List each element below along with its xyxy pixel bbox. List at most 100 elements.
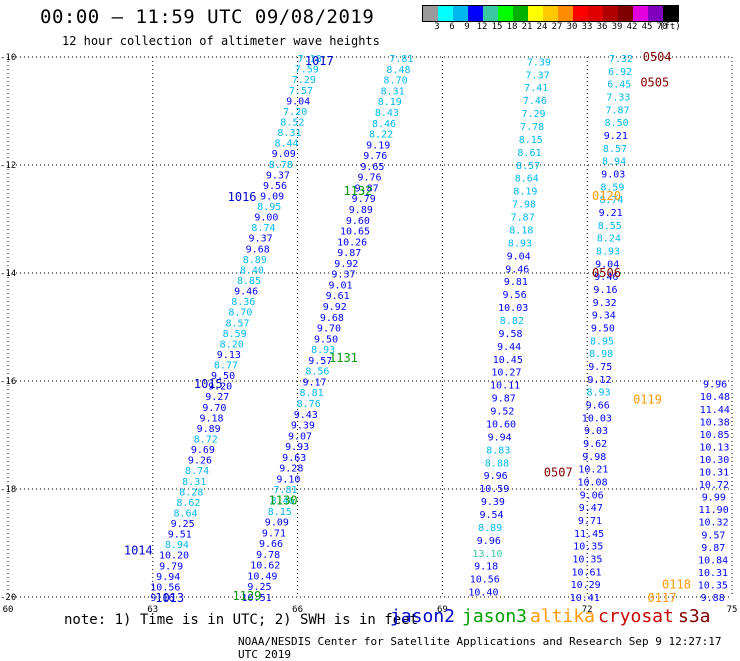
track-time-marker: 1013 bbox=[155, 591, 184, 605]
swh-value: 8.44 bbox=[275, 139, 299, 150]
swh-value: 9.06 bbox=[580, 490, 604, 501]
color-swatch bbox=[633, 6, 648, 21]
swh-value: 9.51 bbox=[168, 530, 192, 541]
color-swatch bbox=[438, 6, 453, 21]
color-scale-label: 45 bbox=[641, 22, 653, 32]
swh-value: 8.55 bbox=[598, 221, 622, 232]
track-time-marker: 1129 bbox=[232, 589, 261, 603]
swh-value: 9.44 bbox=[497, 342, 521, 353]
swh-value: 8.20 bbox=[220, 339, 244, 350]
swh-value: 7.46 bbox=[523, 96, 547, 107]
legend-altika: altika bbox=[530, 606, 596, 627]
swh-value: 9.96 bbox=[477, 536, 501, 547]
swh-value: 10.03 bbox=[498, 303, 528, 314]
color-scale-label: 12 bbox=[476, 22, 488, 32]
swh-value: 8.31 bbox=[277, 128, 301, 139]
color-swatch bbox=[483, 6, 498, 21]
swh-value: 9.92 bbox=[323, 302, 347, 313]
swh-value: 9.00 bbox=[254, 213, 278, 224]
swh-value: 9.68 bbox=[320, 313, 344, 324]
swh-value: 8.74 bbox=[251, 223, 275, 234]
swh-value: 10.41 bbox=[570, 593, 600, 604]
legend-cryosat: cryosat bbox=[598, 606, 674, 627]
swh-value: 10.45 bbox=[493, 355, 523, 366]
swh-value: 9.78 bbox=[256, 550, 280, 561]
swh-value: 7.57 bbox=[289, 86, 313, 97]
swh-value: 9.56 bbox=[263, 181, 287, 192]
swh-value: 9.37 bbox=[266, 170, 290, 181]
swh-value: 8.98 bbox=[589, 349, 613, 360]
swh-value: 10.32 bbox=[698, 518, 728, 529]
track-time-marker: 0505 bbox=[640, 75, 669, 89]
swh-value: 10.31 bbox=[698, 568, 728, 579]
swh-value: 9.17 bbox=[302, 377, 326, 388]
swh-value: 8.85 bbox=[237, 276, 261, 287]
swh-value: 9.37 bbox=[331, 270, 355, 281]
track-time-marker: 0120 bbox=[592, 189, 621, 203]
swh-value: 7.32 bbox=[609, 54, 633, 65]
swh-value: 7.78 bbox=[520, 122, 544, 133]
track-time-marker: 0507 bbox=[544, 466, 573, 480]
swh-value: 9.09 bbox=[272, 149, 296, 160]
swh-value: 9.94 bbox=[488, 432, 512, 443]
swh-value: 8.40 bbox=[240, 265, 264, 276]
legend-jason3: jason3 bbox=[462, 606, 528, 627]
swh-value: 8.46 bbox=[271, 496, 295, 507]
footer-credit: NOAA/NESDIS Center for Satellite Applica… bbox=[238, 635, 722, 661]
swh-value: 8.76 bbox=[297, 399, 321, 410]
swh-value: 8.78 bbox=[269, 160, 293, 171]
swh-value: 8.46 bbox=[372, 119, 396, 130]
footer-note: note: 1) Time is in UTC; 2) SWH is in fe… bbox=[64, 612, 419, 628]
color-scale-unit: (ft) bbox=[659, 22, 681, 32]
swh-value: 9.56 bbox=[503, 290, 527, 301]
lat-tick-label: -10 bbox=[0, 53, 16, 63]
swh-value: 9.13 bbox=[217, 350, 241, 361]
swh-value: 8.31 bbox=[381, 86, 405, 97]
track-time-marker: 0119 bbox=[633, 392, 662, 406]
swh-value: 9.96 bbox=[703, 380, 727, 391]
color-scale-label: 42 bbox=[626, 22, 638, 32]
swh-value: 7.59 bbox=[295, 65, 319, 76]
swh-value: 9.32 bbox=[593, 298, 617, 309]
swh-value: 8.89 bbox=[478, 523, 502, 534]
swh-value: 9.03 bbox=[584, 426, 608, 437]
swh-value: 10.56 bbox=[470, 575, 500, 586]
swh-value: 9.18 bbox=[474, 562, 498, 573]
swh-value: 8.94 bbox=[165, 540, 189, 551]
color-swatch bbox=[543, 6, 558, 21]
color-swatch bbox=[468, 6, 483, 21]
swh-value: 7.87 bbox=[605, 105, 629, 116]
lon-tick-label: 63 bbox=[147, 605, 158, 615]
swh-value: 9.94 bbox=[156, 572, 180, 583]
swh-value: 9.76 bbox=[357, 173, 381, 184]
swh-value: 10.35 bbox=[573, 542, 603, 553]
swh-value: 11.44 bbox=[700, 405, 730, 416]
color-swatch bbox=[498, 6, 513, 21]
swh-value: 10.21 bbox=[578, 465, 608, 476]
swh-value: 9.76 bbox=[363, 151, 387, 162]
legend-jason2: jason2 bbox=[390, 606, 456, 627]
swh-value: 9.50 bbox=[211, 371, 235, 382]
swh-value: 8.28 bbox=[179, 487, 203, 498]
lat-tick-label: -16 bbox=[0, 377, 16, 387]
swh-value: 9.25 bbox=[171, 519, 195, 530]
swh-value: 9.50 bbox=[591, 324, 615, 335]
swh-value: 9.12 bbox=[587, 375, 611, 386]
swh-value: 9.99 bbox=[702, 493, 726, 504]
swh-value: 13.10 bbox=[472, 549, 502, 560]
swh-value: 10.26 bbox=[337, 237, 367, 248]
swh-value: 8.18 bbox=[509, 225, 533, 236]
color-scale-label: 6 bbox=[449, 22, 455, 32]
track-time-marker: 1015 bbox=[194, 377, 223, 391]
swh-value: 8.64 bbox=[173, 508, 197, 519]
color-swatch bbox=[528, 6, 543, 21]
swh-value: 9.89 bbox=[349, 205, 373, 216]
swh-value: 7.20 bbox=[283, 107, 307, 118]
swh-value: 10.27 bbox=[491, 368, 521, 379]
page-title: 00:00 – 11:59 UTC 09/08/2019 bbox=[40, 6, 375, 28]
swh-value: 10.62 bbox=[250, 561, 280, 572]
swh-value: 9.16 bbox=[593, 285, 617, 296]
swh-value: 7.41 bbox=[524, 83, 548, 94]
track-time-marker: 0504 bbox=[643, 50, 672, 64]
